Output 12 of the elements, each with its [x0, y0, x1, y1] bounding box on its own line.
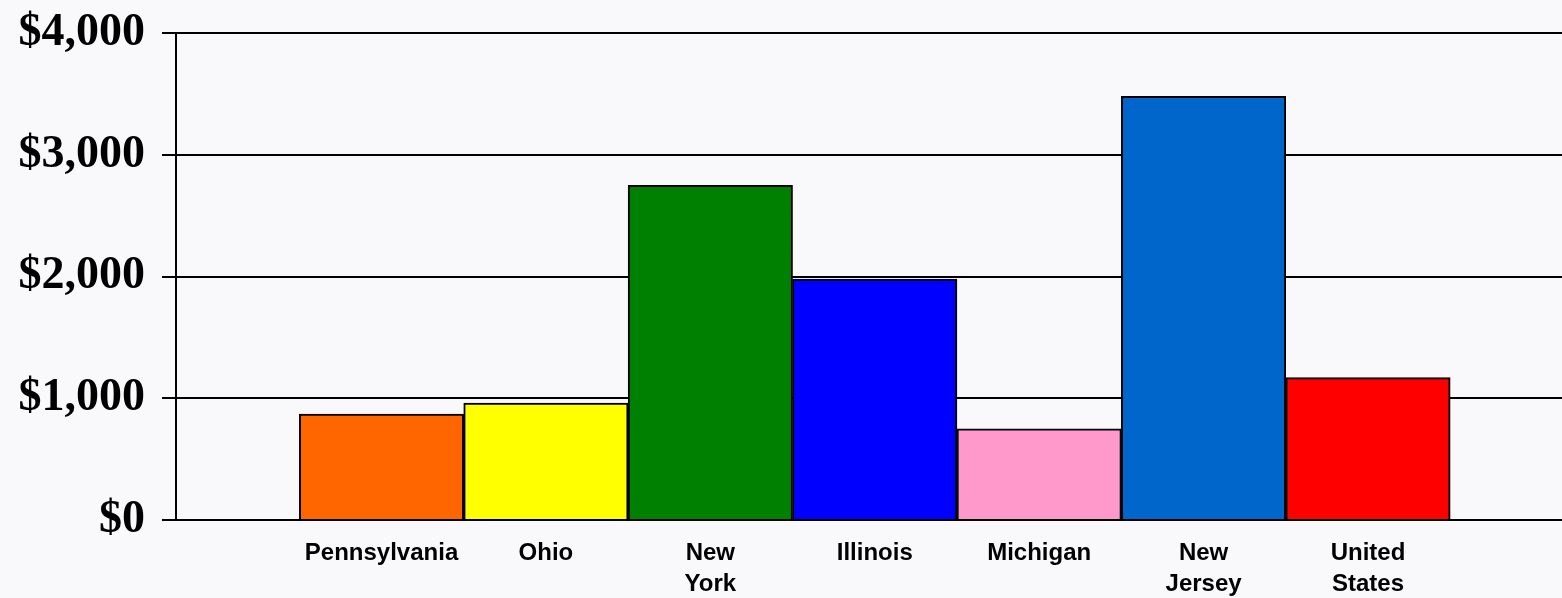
x-tick-label: New York — [684, 538, 737, 597]
x-tick-label: Michigan — [987, 538, 1092, 566]
y-tick-label: $0 — [99, 490, 145, 542]
x-tick-label: Illinois — [836, 538, 913, 566]
y-tick-label: $2,000 — [18, 247, 145, 299]
x-tick-label: New Jersey — [1165, 538, 1243, 597]
x-tick-label: Pennsylvania — [304, 538, 459, 566]
x-tick-label: Ohio — [518, 538, 574, 566]
y-tick-label: $3,000 — [18, 125, 145, 177]
y-tick-label: $4,000 — [18, 3, 145, 55]
y-tick-label: $1,000 — [18, 369, 145, 421]
x-tick-label: United States — [1330, 538, 1406, 597]
